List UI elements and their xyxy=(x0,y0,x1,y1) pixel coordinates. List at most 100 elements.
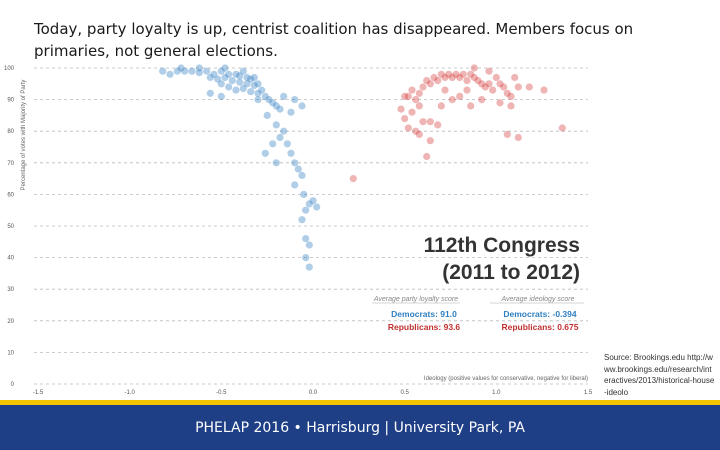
democrats-point xyxy=(258,86,266,94)
democrats-point xyxy=(247,88,255,96)
republicans-point xyxy=(540,86,548,94)
democrats-point xyxy=(254,89,262,97)
republicans-point xyxy=(467,70,475,78)
republicans-point xyxy=(415,130,423,138)
democrats-point xyxy=(236,78,244,86)
democrats-point xyxy=(294,165,302,173)
democrats-point xyxy=(269,99,277,107)
republicans-point xyxy=(470,73,478,82)
republicans-point xyxy=(426,137,434,145)
republicans-point xyxy=(441,73,449,82)
y-tick-label: 90 xyxy=(7,98,14,104)
y-tick-labels: 0 10 20 30 40 50 60 70 80 90 100 xyxy=(4,66,15,388)
democrats-point xyxy=(272,102,280,110)
republicans-point xyxy=(437,102,445,110)
y-tick-label: 10 xyxy=(7,350,14,356)
republicans-point xyxy=(503,130,511,138)
democrats-point xyxy=(300,190,308,198)
democrats-point xyxy=(276,105,284,113)
republicans-point xyxy=(478,96,486,104)
republicans-point xyxy=(349,175,357,183)
democrats-point xyxy=(280,127,288,135)
republicans-point xyxy=(426,80,434,88)
democrats-point xyxy=(232,70,240,78)
democrats-point xyxy=(225,83,233,91)
republicans-point xyxy=(474,77,482,85)
democrats-point xyxy=(298,171,306,179)
democrats-point xyxy=(188,67,196,75)
democrats-point xyxy=(302,235,310,243)
rep-ideology: Republicans: 0.675 xyxy=(501,322,578,332)
republicans-point xyxy=(489,86,497,94)
democrats-point xyxy=(254,96,262,104)
republicans-point xyxy=(412,127,420,135)
republicans-point xyxy=(525,83,533,91)
republicans-point xyxy=(445,70,453,78)
republicans-point xyxy=(401,92,409,100)
republicans-point xyxy=(503,89,511,97)
x-tick-label: 1.5 xyxy=(584,390,593,396)
democrats-point xyxy=(243,73,251,82)
data-points xyxy=(159,64,566,271)
republicans-point xyxy=(456,73,464,82)
scatter-chart: 0 10 20 30 40 50 60 70 80 90 100 -1.5 -1.0 -0.5 0.0 0.… xyxy=(4,64,593,396)
republicans-point xyxy=(404,124,412,132)
x-tick-label: -1.5 xyxy=(33,390,44,396)
republicans-point xyxy=(415,102,423,110)
republicans-point xyxy=(408,86,416,94)
republicans-point xyxy=(415,89,423,97)
republicans-point xyxy=(511,73,519,82)
republicans-point xyxy=(437,70,445,78)
republicans-point xyxy=(485,67,493,75)
republicans-point xyxy=(426,118,434,126)
democrats-point xyxy=(291,181,299,189)
democrats-point xyxy=(243,80,251,88)
democrats-point xyxy=(276,133,284,142)
x-tick-label: -0.5 xyxy=(216,390,227,396)
democrats-point xyxy=(280,92,288,100)
democrats-point xyxy=(261,149,269,157)
republicans-point xyxy=(452,70,460,78)
annotation-panel: 112th Congress (2011 to 2012) Average pa… xyxy=(372,234,584,332)
democrats-point xyxy=(221,64,229,72)
republicans-point xyxy=(485,80,493,88)
ideology-header: Average ideology score xyxy=(500,296,574,303)
footer-text: PHELAP 2016 • Harrisburg | University Pa… xyxy=(195,420,525,436)
democrats-point xyxy=(206,89,214,97)
democrats-point xyxy=(309,197,317,205)
y-tick-label: 20 xyxy=(7,319,14,325)
footer-bar xyxy=(0,400,720,450)
y-tick-label: 70 xyxy=(7,161,14,167)
republicans-point xyxy=(423,77,431,85)
y-tick-label: 80 xyxy=(7,129,14,135)
democrats-point xyxy=(265,96,273,104)
republicans-point xyxy=(401,115,409,123)
republicans-point xyxy=(412,96,420,104)
democrats-point xyxy=(195,69,203,77)
democrats-point xyxy=(250,73,258,82)
grid-lines xyxy=(34,67,588,385)
democrats-point xyxy=(159,67,167,75)
democrats-point xyxy=(250,81,258,89)
democrats-point xyxy=(236,72,244,80)
democrats-point xyxy=(298,102,306,110)
democrats-point xyxy=(217,92,225,100)
democrats-point xyxy=(291,159,299,167)
democrats-point xyxy=(263,111,271,119)
democrats-point xyxy=(313,203,321,211)
democrats-point xyxy=(195,64,203,72)
annotation-heading1: 112th Congress xyxy=(424,234,580,257)
y-axis-label: Percentage of votes with Majority of Par… xyxy=(21,80,27,191)
republicans-point xyxy=(507,102,515,110)
republicans-point xyxy=(434,77,442,85)
republicans-point xyxy=(408,108,416,116)
y-tick-label: 40 xyxy=(7,256,14,262)
republicans-point xyxy=(441,86,449,94)
republicans-point xyxy=(404,92,412,100)
republicans-point xyxy=(419,83,427,91)
democrats-point xyxy=(225,70,233,78)
democrats-point xyxy=(177,64,185,72)
democrats-point xyxy=(239,84,247,93)
annotation-heading2: (2011 to 2012) xyxy=(442,261,580,284)
democrats-point xyxy=(305,263,313,271)
